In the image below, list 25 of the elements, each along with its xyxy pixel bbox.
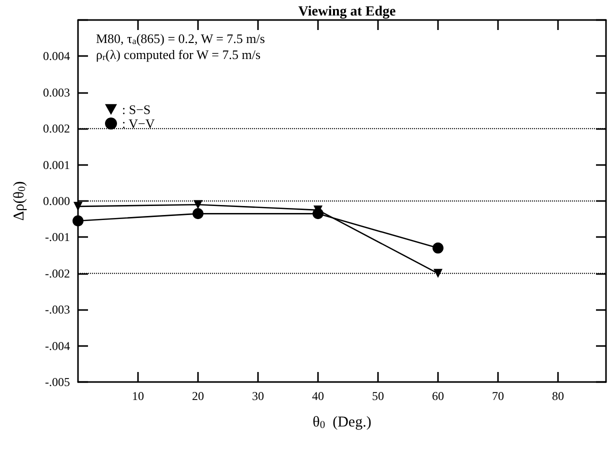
y-tick-label: 0.001 (43, 158, 70, 172)
x-tick-label: 50 (372, 389, 384, 403)
y-tick-label: -.004 (45, 338, 70, 353)
x-tick-label: 30 (252, 389, 264, 403)
y-tick-label: -.002 (45, 266, 70, 280)
x-axis-title: θ0 (Deg.) (312, 414, 372, 431)
x-tick-label: 10 (132, 389, 144, 403)
x-tick-label: 20 (192, 389, 204, 403)
y-tick-label: -.001 (45, 230, 70, 244)
y-tick-label: -.005 (45, 375, 70, 389)
y-tick-label: 0.000 (43, 194, 70, 208)
chart-title: Viewing at Edge (298, 4, 396, 20)
x-tick-label: 60 (432, 389, 444, 403)
y-tick-label: 0.002 (43, 122, 70, 136)
x-tick-label: 40 (312, 389, 324, 403)
y-tick-label: 0.004 (43, 49, 70, 64)
y-axis-title: Δρ(θ0) (12, 181, 28, 221)
annotation: M80, τa(865) = 0.2, W = 7.5 m/s (96, 31, 265, 46)
x-tick-label: 80 (552, 389, 564, 403)
annotation: ρr(λ) computed for W = 7.5 m/s (96, 47, 261, 62)
legend-label: : V−V (122, 116, 156, 131)
legend-label: : S−S (122, 102, 151, 117)
x-tick-label: 70 (492, 389, 504, 403)
y-tick-label: -.003 (45, 302, 70, 317)
y-tick-label: 0.003 (43, 85, 70, 100)
